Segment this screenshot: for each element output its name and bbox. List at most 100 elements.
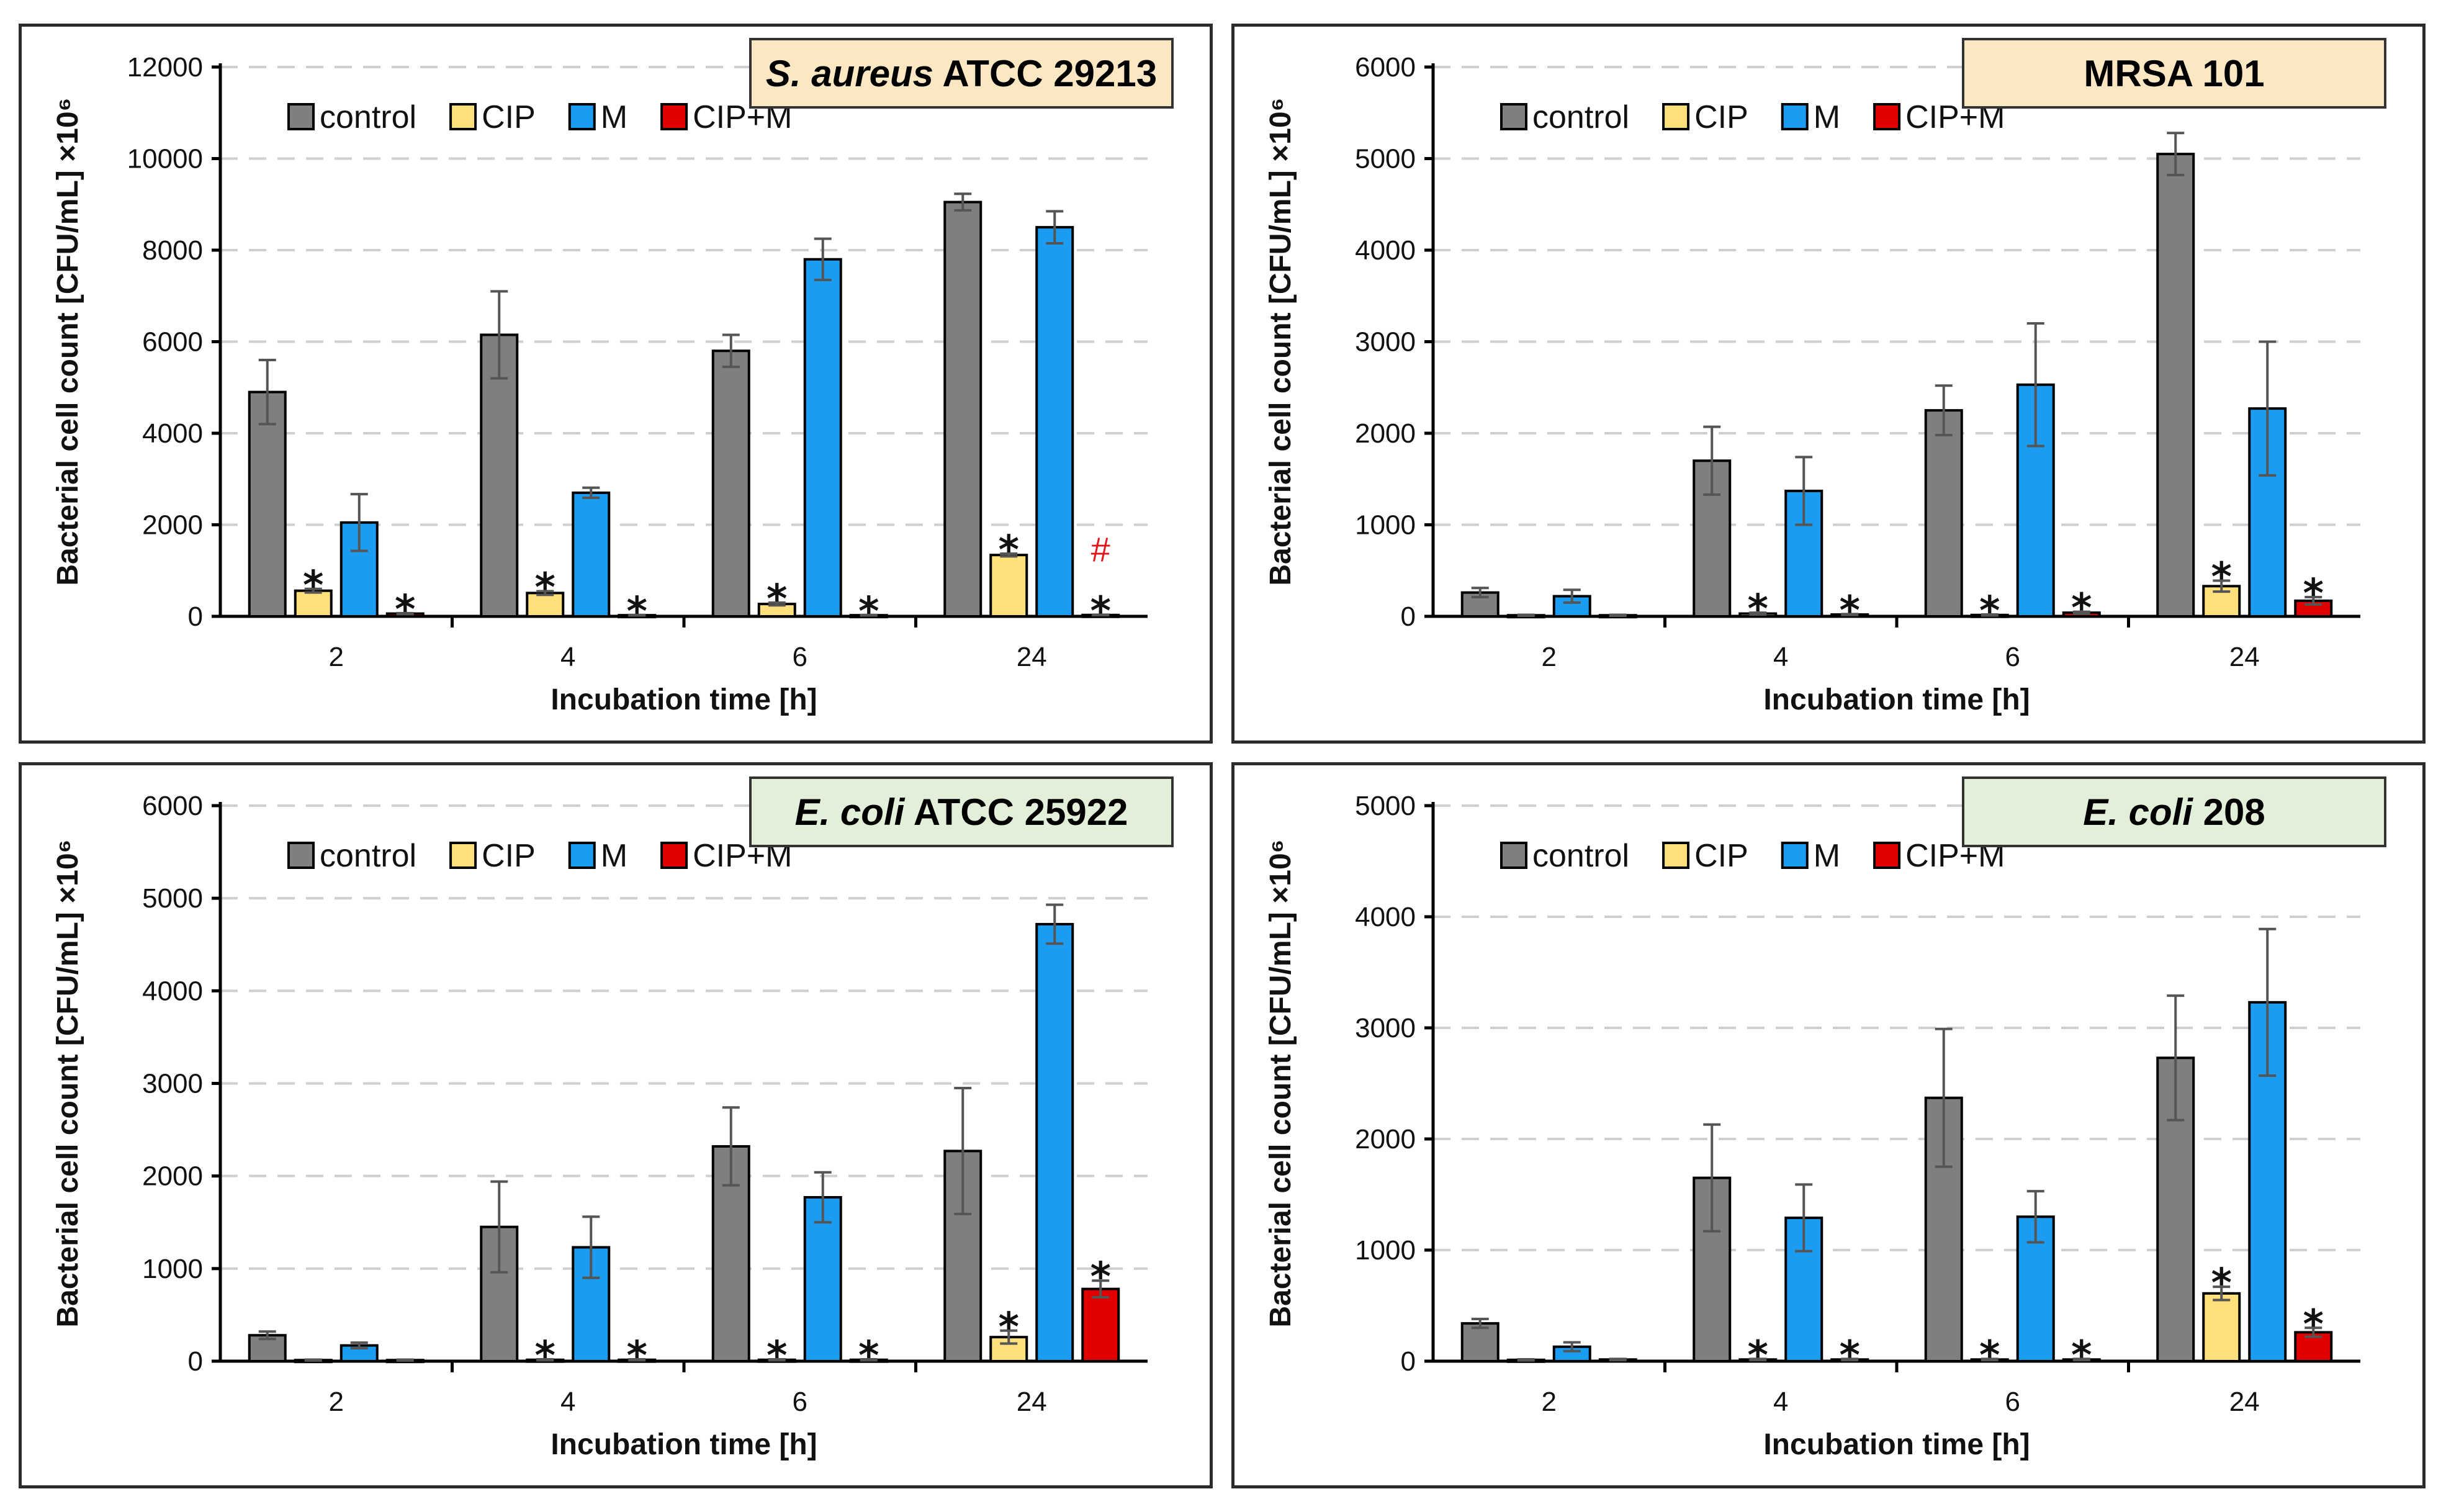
x-axis-title: Incubation time [h]: [551, 683, 817, 716]
chart-title-box: [1962, 38, 2386, 109]
y-tick-label: 4000: [142, 418, 203, 449]
x-tick-label: 6: [2005, 642, 2020, 672]
significance-star: *: [535, 565, 555, 611]
x-tick-label: 2: [1542, 642, 1557, 672]
legend-swatch-cip: [449, 842, 477, 869]
significance-star: *: [767, 577, 787, 623]
y-axis-title: Bacterial cell count [CFU/mL] ×10⁶: [1264, 839, 1297, 1327]
significance-star: *: [2211, 1261, 2232, 1307]
significance-star: *: [2211, 554, 2232, 600]
y-axis-title: Bacterial cell count [CFU/mL] ×10⁶: [52, 839, 84, 1327]
chart-title-rest: MRSA 101: [2084, 53, 2264, 94]
bar-control: [480, 333, 519, 618]
legend-label: M: [601, 99, 627, 135]
chart-title-italic: E. coli: [2083, 791, 2193, 833]
y-tick-label: 4000: [142, 976, 203, 1006]
bar-control: [248, 390, 287, 618]
legend-label: CIP: [1694, 99, 1748, 135]
legend-label: CIP: [482, 838, 536, 874]
x-tick-label: 6: [793, 642, 807, 672]
chart-title: E. coli 208: [2083, 791, 2265, 833]
x-tick-label: 2: [329, 1387, 344, 1417]
legend-swatch-control: [1500, 103, 1527, 130]
y-axis-title: Bacterial cell count [CFU/mL] ×10⁶: [52, 97, 84, 585]
y-tick-label: 3000: [142, 1069, 203, 1099]
y-tick-label: 2000: [1355, 1124, 1416, 1154]
y-tick-label: 3000: [1355, 327, 1416, 358]
y-tick-label: 5000: [1355, 144, 1416, 174]
x-tick-label: 4: [560, 642, 575, 672]
significance-star: *: [1979, 588, 2000, 634]
legend-label: CIP: [482, 99, 536, 135]
bar-control: [943, 200, 982, 618]
chart-title-italic: E. coli: [795, 791, 906, 833]
bar-control: [1924, 409, 1963, 618]
x-tick-label: 24: [2229, 642, 2260, 672]
significance-star: *: [2071, 1333, 2092, 1379]
legend-swatch-m: [568, 842, 596, 869]
legend-label: control: [1532, 838, 1629, 874]
chart-title-italic: S. aureus: [766, 53, 933, 94]
chart-panel-e-coli-208: 0 1000 2000 3000 4000 5000 2 4 6 24 * * * * * * Incubati…: [1231, 762, 2426, 1488]
y-tick-label: 5000: [142, 883, 203, 914]
bar-control: [943, 1150, 982, 1362]
x-tick-label: 6: [793, 1387, 807, 1417]
significance-star: *: [999, 528, 1019, 574]
legend-swatch-cip-m: [1873, 103, 1901, 130]
bar-m: [803, 258, 842, 618]
chart-panel-mrsa: 0 1000 2000 3000 4000 5000 6000 2 4 6 24 * * * * * * Incu…: [1231, 24, 2426, 744]
bar-control: [711, 349, 750, 618]
y-tick-label: 12000: [127, 52, 203, 83]
significance-star: *: [1090, 1254, 1111, 1300]
x-tick-label: 24: [1017, 1387, 1047, 1417]
bar-m: [803, 1195, 842, 1362]
legend-swatch-control: [287, 842, 315, 869]
significance-star: *: [303, 563, 323, 609]
y-tick-label: 2000: [142, 510, 203, 541]
significance-star: *: [2071, 586, 2092, 632]
y-tick-label: 0: [1401, 1346, 1416, 1377]
chart-title-box: [749, 776, 1174, 847]
significance-star: *: [1090, 588, 1111, 634]
y-tick-label: 4000: [1355, 902, 1416, 932]
legend-label: control: [320, 99, 416, 135]
y-axis-title: Bacterial cell count [CFU/mL] ×10⁶: [1264, 97, 1297, 585]
bar-m: [1784, 489, 1823, 618]
significance-star: *: [627, 1333, 647, 1379]
bar-control: [248, 1334, 287, 1363]
significance-star: *: [1979, 1333, 2000, 1379]
x-tick-label: 4: [1773, 642, 1788, 672]
x-tick-label: 4: [560, 1387, 575, 1417]
legend-label: CIP: [1694, 838, 1748, 874]
y-tick-label: 3000: [1355, 1013, 1416, 1043]
chart-title: E. coli ATCC 25922: [795, 791, 1128, 833]
significance-star: *: [999, 1305, 1019, 1351]
y-tick-label: 6000: [142, 791, 203, 821]
bar-m: [1035, 226, 1074, 618]
y-tick-label: 8000: [142, 235, 203, 266]
x-tick-label: 4: [1773, 1387, 1788, 1417]
y-tick-label: 5000: [1355, 791, 1416, 821]
bar-cip: [989, 1336, 1028, 1363]
legend-label: M: [1814, 838, 1840, 874]
legend-swatch-control: [287, 103, 315, 130]
legend-swatch-cip-m: [660, 103, 688, 130]
bar-m: [572, 491, 611, 618]
significance-star: *: [627, 589, 647, 635]
legend-label: M: [1814, 99, 1840, 135]
y-tick-label: 6000: [142, 327, 203, 358]
chart-title-rest: 208: [2193, 791, 2265, 833]
chart-title-rest: ATCC 29213: [933, 53, 1157, 94]
significance-star: *: [395, 587, 415, 633]
significance-star: *: [1748, 587, 1768, 632]
y-tick-label: 1000: [1355, 1235, 1416, 1266]
x-tick-label: 2: [1542, 1387, 1557, 1417]
significance-star: *: [858, 1333, 879, 1379]
legend-swatch-m: [1781, 842, 1809, 869]
y-tick-label: 2000: [142, 1161, 203, 1192]
legend-swatch-cip-m: [1873, 842, 1901, 869]
y-tick-label: 0: [1401, 601, 1416, 632]
significance-star: *: [2303, 1302, 2324, 1348]
